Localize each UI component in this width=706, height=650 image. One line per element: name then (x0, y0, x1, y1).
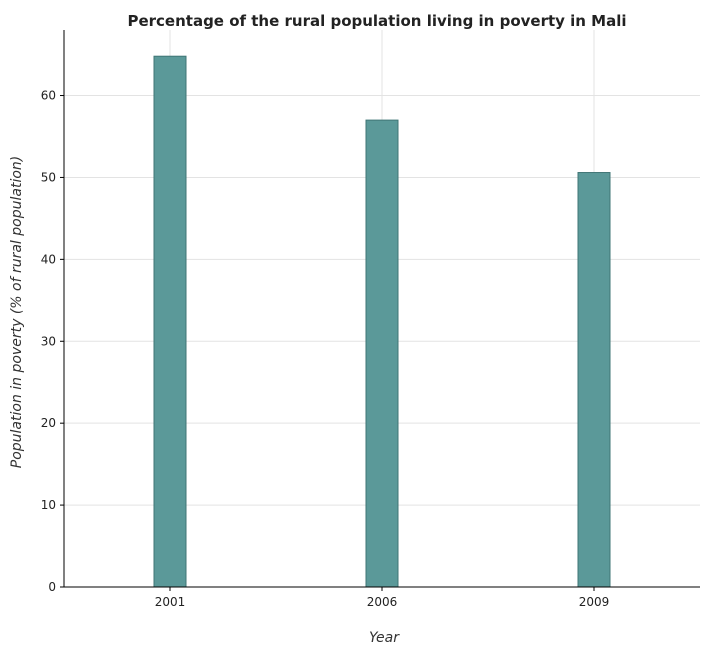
y-tick-label: 40 (41, 252, 56, 266)
bar-2001 (153, 55, 187, 588)
x-tick-label: 2001 (155, 595, 186, 609)
y-axis-label: Population in poverty (% of rural popula… (9, 156, 25, 468)
y-tick-label: 0 (48, 580, 56, 594)
chart-title: Percentage of the rural population livin… (127, 12, 626, 30)
x-tick-label: 2009 (579, 595, 610, 609)
x-tick-label: 2006 (367, 595, 398, 609)
y-tick-label: 50 (41, 170, 56, 184)
y-tick-label: 20 (41, 416, 56, 430)
bar-2009 (577, 172, 611, 588)
y-axis-ticks: 0 10 20 30 40 50 60 (41, 89, 64, 594)
x-axis-label: Year (369, 630, 400, 646)
bar-2006 (365, 119, 399, 588)
y-tick-label: 10 (41, 498, 56, 512)
bars (153, 55, 611, 588)
y-tick-label: 60 (41, 89, 56, 103)
y-tick-label: 30 (41, 334, 56, 348)
x-axis-ticks: 2001 2006 2009 (155, 587, 610, 609)
